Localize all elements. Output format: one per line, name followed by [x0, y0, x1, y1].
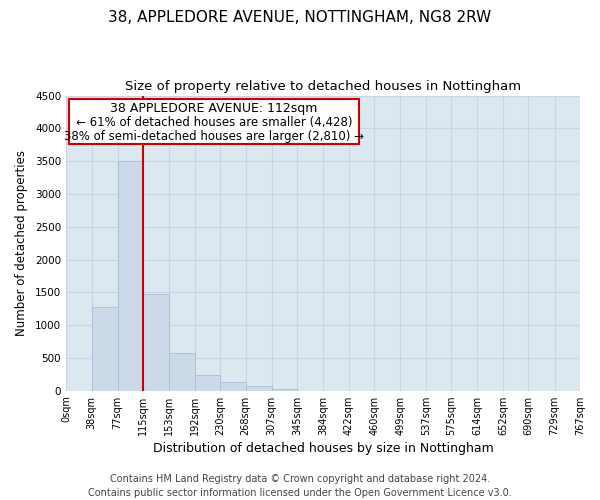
- Title: Size of property relative to detached houses in Nottingham: Size of property relative to detached ho…: [125, 80, 521, 93]
- Text: 38% of semi-detached houses are larger (2,810) →: 38% of semi-detached houses are larger (…: [64, 130, 364, 142]
- Bar: [195, 375, 220, 390]
- Text: 38 APPLEDORE AVENUE: 112sqm: 38 APPLEDORE AVENUE: 112sqm: [110, 102, 317, 115]
- Text: Contains HM Land Registry data © Crown copyright and database right 2024.
Contai: Contains HM Land Registry data © Crown c…: [88, 474, 512, 498]
- Bar: [169, 354, 195, 391]
- Text: ← 61% of detached houses are smaller (4,428): ← 61% of detached houses are smaller (4,…: [76, 116, 352, 129]
- Bar: [92, 306, 118, 390]
- X-axis label: Distribution of detached houses by size in Nottingham: Distribution of detached houses by size …: [152, 442, 493, 455]
- Bar: [245, 386, 272, 390]
- Y-axis label: Number of detached properties: Number of detached properties: [15, 150, 28, 336]
- Bar: [143, 294, 169, 390]
- Bar: [118, 161, 143, 390]
- Text: 38, APPLEDORE AVENUE, NOTTINGHAM, NG8 2RW: 38, APPLEDORE AVENUE, NOTTINGHAM, NG8 2R…: [109, 10, 491, 25]
- Bar: [220, 382, 245, 390]
- FancyBboxPatch shape: [68, 98, 359, 144]
